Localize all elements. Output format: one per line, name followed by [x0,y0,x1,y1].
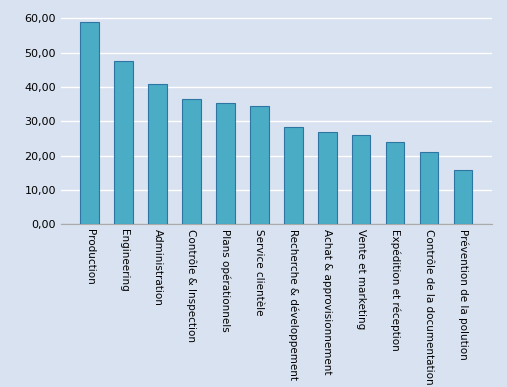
Bar [284,127,303,224]
Bar [420,152,438,224]
Bar [454,170,472,224]
Bar [386,142,405,224]
Bar [216,103,235,224]
Bar [81,22,99,224]
Bar [115,62,133,224]
Bar [182,99,201,224]
Bar [318,132,337,224]
Bar [352,135,371,224]
Bar [148,84,167,224]
Bar [250,106,269,224]
